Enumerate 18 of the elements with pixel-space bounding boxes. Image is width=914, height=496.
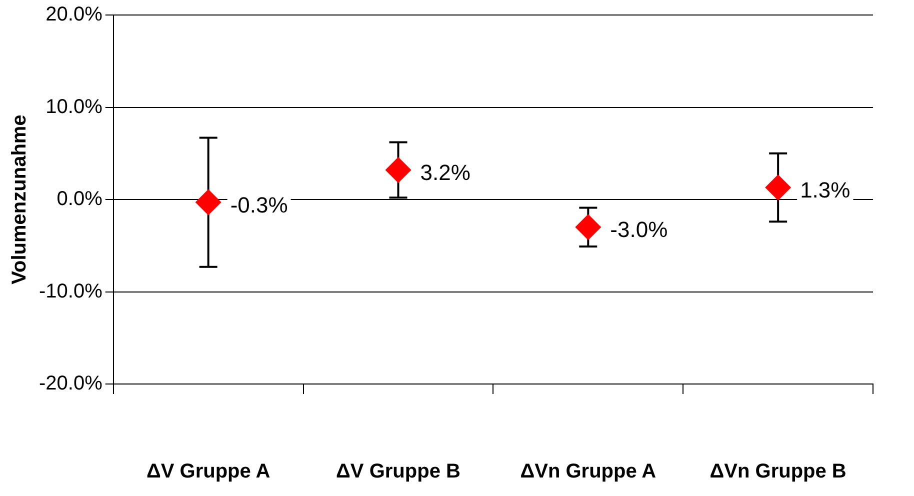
point [765, 174, 792, 201]
x-tick-label: ΔV Gruppe A [146, 460, 270, 483]
y-tick-label: 20.0% [46, 4, 103, 26]
x-tick-label: ΔVn Gruppe A [520, 460, 656, 483]
y-tick-label: 10.0% [46, 96, 103, 118]
data-label: 1.3% [800, 178, 850, 203]
y-tick-label: -20.0% [38, 372, 103, 395]
x-tick-label: ΔV Gruppe B [336, 460, 460, 483]
x-tick-label: ΔVn Gruppe B [710, 460, 846, 483]
point [575, 214, 602, 240]
data-label: 3.2% [420, 160, 470, 186]
y-tick-label: 0.0% [56, 188, 103, 210]
data-label: -3.0% [610, 217, 668, 242]
point [385, 156, 412, 183]
y-axis-title: Volumenzunahme [8, 114, 31, 284]
data-label: -0.3% [230, 192, 288, 218]
y-tick-label: -10.0% [38, 280, 103, 302]
point [195, 189, 222, 216]
